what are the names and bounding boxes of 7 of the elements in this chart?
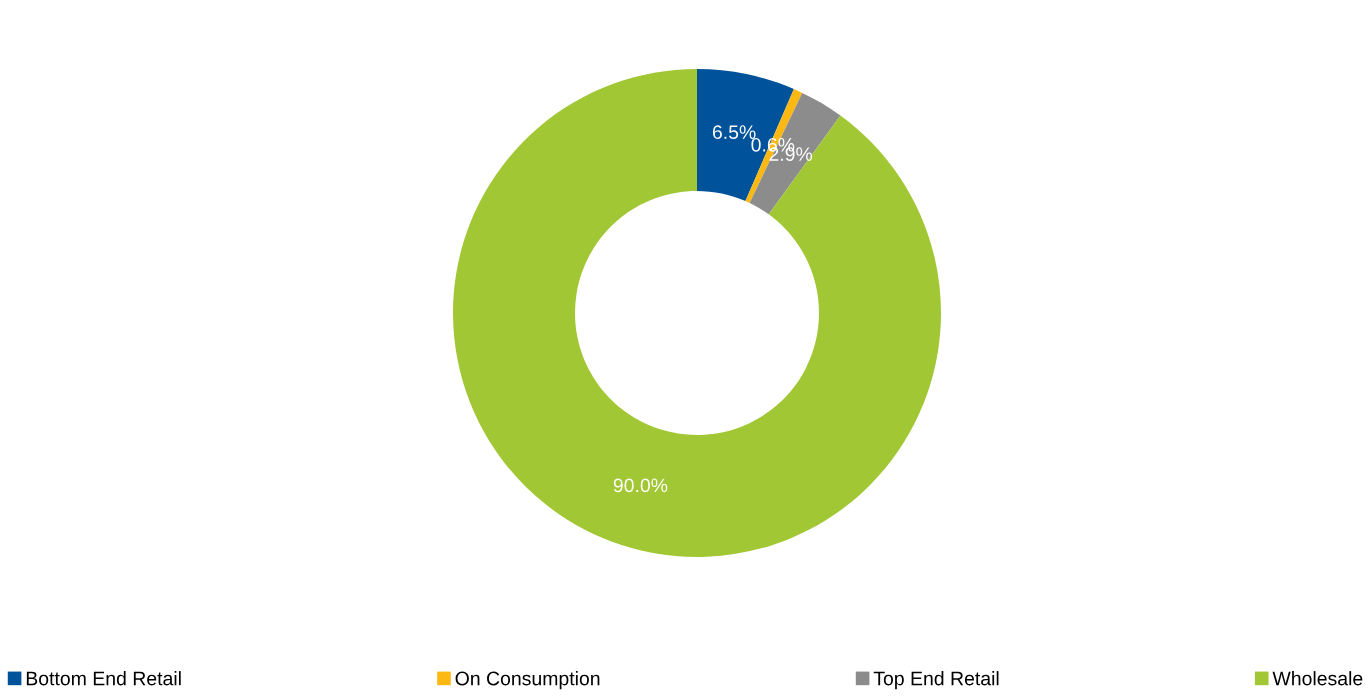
data-label: 90.0% (613, 478, 668, 493)
legend-label: Wholesale (1272, 671, 1363, 686)
donut-slice (453, 69, 941, 557)
legend-label: Top End Retail (873, 671, 999, 690)
legend-label: On Consumption (455, 671, 600, 690)
data-label: 6.5% (712, 125, 756, 140)
legend-label: Bottom End Retail (26, 671, 181, 686)
